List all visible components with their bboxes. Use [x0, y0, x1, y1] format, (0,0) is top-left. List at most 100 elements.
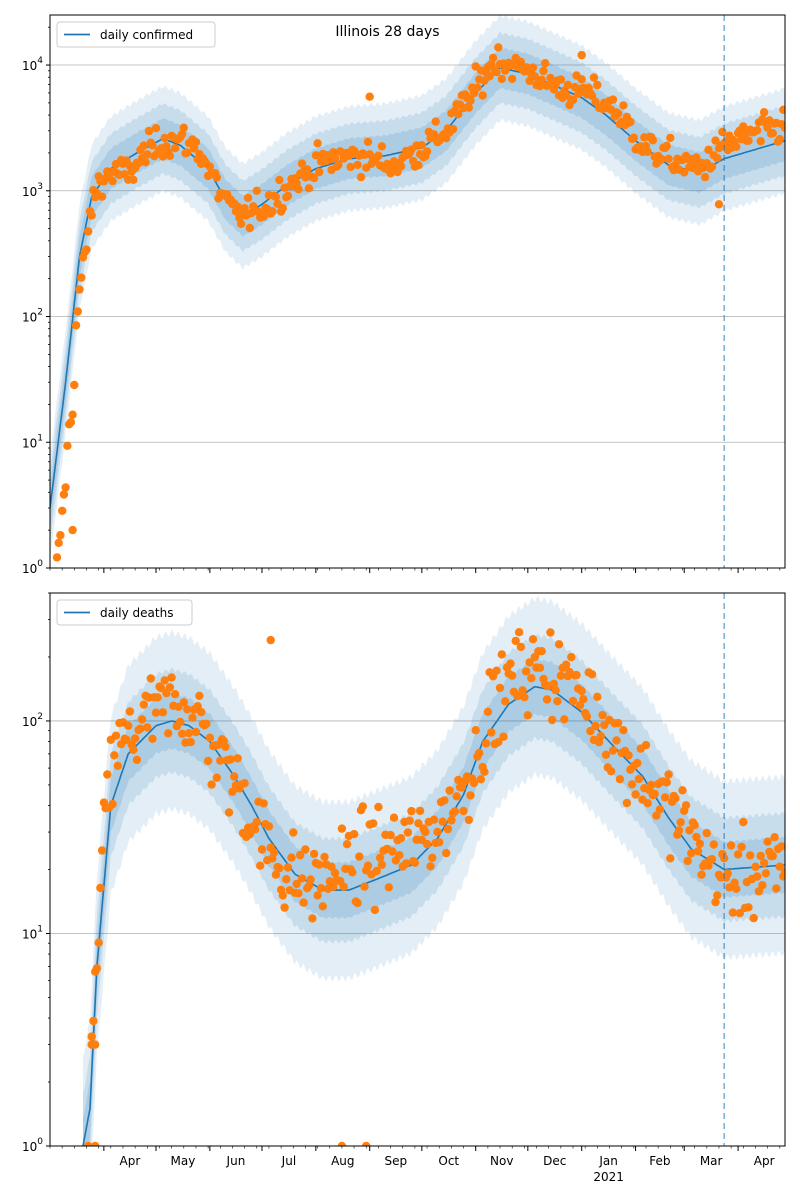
data-point	[191, 727, 201, 737]
data-point	[454, 110, 463, 119]
data-point	[356, 172, 366, 182]
data-point	[240, 204, 249, 213]
confidence-band	[83, 633, 785, 1146]
data-point	[160, 133, 169, 143]
data-point	[506, 659, 515, 668]
plot-area	[50, 15, 785, 563]
data-point	[728, 908, 738, 917]
data-point	[483, 707, 493, 716]
data-point	[422, 147, 432, 156]
data-point	[513, 691, 522, 701]
data-point	[631, 790, 640, 799]
data-point	[327, 862, 336, 871]
data-point	[233, 754, 242, 763]
data-point	[139, 700, 148, 709]
data-point	[103, 770, 112, 779]
data-point	[556, 75, 566, 84]
data-point	[309, 173, 319, 183]
data-point	[73, 307, 83, 316]
data-point	[690, 820, 699, 830]
data-point	[59, 490, 69, 499]
data-point	[94, 938, 103, 947]
data-point	[678, 786, 687, 795]
data-point	[494, 738, 503, 747]
data-point	[754, 887, 764, 896]
data-point	[421, 827, 430, 837]
data-point	[252, 186, 261, 195]
data-point	[516, 57, 526, 67]
data-point	[735, 909, 744, 918]
data-point	[674, 826, 684, 835]
data-point	[624, 751, 633, 760]
data-point	[294, 889, 303, 898]
data-point	[129, 745, 138, 754]
data-point	[87, 211, 96, 220]
data-point	[447, 816, 456, 825]
data-point	[775, 862, 784, 871]
data-point	[63, 441, 72, 450]
data-point	[337, 824, 347, 833]
data-point	[527, 674, 536, 683]
data-point	[521, 667, 531, 676]
data-point	[487, 728, 496, 737]
data-point	[316, 884, 326, 893]
x-tick-label: Dec	[543, 1154, 566, 1168]
data-point	[370, 905, 380, 915]
data-point	[464, 815, 473, 825]
x-tick-label: Oct	[438, 1154, 459, 1168]
data-point	[348, 868, 357, 877]
data-point	[365, 92, 374, 101]
data-point	[97, 192, 107, 201]
data-point	[601, 750, 611, 759]
y-tick-label: 101	[22, 924, 43, 941]
data-point	[596, 732, 605, 741]
data-point	[655, 805, 665, 814]
data-point	[680, 168, 689, 177]
data-point	[759, 858, 769, 868]
data-point	[282, 875, 291, 884]
data-point	[615, 775, 625, 784]
data-point	[250, 825, 260, 834]
data-point	[221, 742, 230, 751]
data-point	[535, 663, 545, 672]
data-point	[129, 175, 138, 184]
legend-box	[56, 599, 193, 626]
data-point	[230, 772, 239, 781]
data-point	[577, 50, 586, 60]
data-point	[292, 879, 301, 889]
data-point	[353, 160, 362, 170]
data-point	[266, 635, 275, 645]
data-point	[308, 914, 317, 923]
data-point	[375, 853, 385, 862]
data-point	[443, 824, 453, 834]
data-point	[753, 872, 762, 881]
data-point	[77, 273, 86, 282]
data-point	[374, 802, 383, 812]
data-point	[177, 129, 187, 139]
data-point	[58, 506, 67, 515]
data-point	[337, 1141, 347, 1146]
data-point	[91, 1040, 100, 1049]
data-point	[271, 870, 281, 879]
data-point	[269, 848, 279, 857]
data-point	[494, 43, 503, 52]
data-point	[593, 692, 602, 701]
data-point	[395, 851, 404, 860]
data-point	[414, 819, 423, 828]
data-point	[297, 159, 307, 168]
data-point	[287, 853, 296, 862]
data-point	[641, 740, 651, 750]
x-tick-label: Jan	[598, 1154, 618, 1168]
data-point	[497, 650, 506, 659]
data-point	[442, 848, 451, 858]
data-point	[520, 693, 529, 702]
data-point	[539, 66, 548, 76]
x-tick-label: Sep	[384, 1154, 407, 1168]
data-point	[440, 796, 449, 805]
data-point	[466, 791, 475, 800]
data-point	[362, 1141, 371, 1146]
data-point	[693, 847, 703, 856]
data-point	[275, 175, 284, 185]
data-point	[360, 882, 369, 891]
data-point	[141, 158, 150, 167]
